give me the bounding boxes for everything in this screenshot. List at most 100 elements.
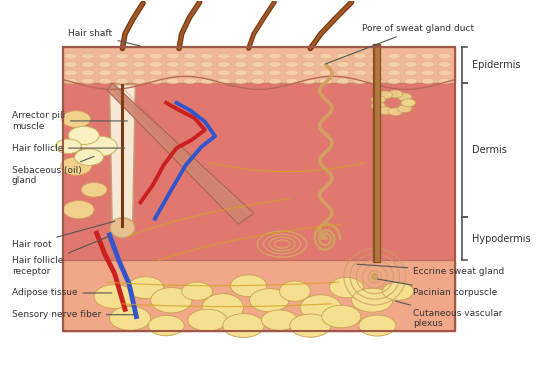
Ellipse shape xyxy=(302,53,315,59)
Ellipse shape xyxy=(150,70,163,76)
Ellipse shape xyxy=(223,314,264,338)
Ellipse shape xyxy=(132,78,145,84)
Ellipse shape xyxy=(110,306,151,330)
Ellipse shape xyxy=(151,288,192,313)
Ellipse shape xyxy=(438,53,451,59)
Ellipse shape xyxy=(387,53,400,59)
Ellipse shape xyxy=(166,70,179,76)
Ellipse shape xyxy=(76,133,102,149)
Ellipse shape xyxy=(397,105,412,113)
Ellipse shape xyxy=(64,70,77,76)
Ellipse shape xyxy=(82,53,94,59)
Ellipse shape xyxy=(319,70,332,76)
Ellipse shape xyxy=(132,70,145,76)
Ellipse shape xyxy=(302,78,315,84)
Ellipse shape xyxy=(290,314,331,337)
Ellipse shape xyxy=(336,70,349,76)
Text: Arrector pili
muscle: Arrector pili muscle xyxy=(12,111,127,131)
Ellipse shape xyxy=(166,78,179,84)
Ellipse shape xyxy=(200,78,213,84)
Ellipse shape xyxy=(62,111,91,127)
Ellipse shape xyxy=(378,91,392,99)
Ellipse shape xyxy=(370,70,383,76)
Ellipse shape xyxy=(166,53,179,59)
Ellipse shape xyxy=(64,78,77,84)
Ellipse shape xyxy=(231,275,267,297)
Text: Hypodermis: Hypodermis xyxy=(471,234,530,244)
Text: Adipose tissue: Adipose tissue xyxy=(12,288,112,297)
Ellipse shape xyxy=(359,315,396,336)
Polygon shape xyxy=(107,83,254,224)
Ellipse shape xyxy=(421,78,434,84)
Ellipse shape xyxy=(382,282,414,300)
Ellipse shape xyxy=(234,53,247,59)
Ellipse shape xyxy=(116,53,129,59)
Ellipse shape xyxy=(252,53,264,59)
Ellipse shape xyxy=(150,62,163,67)
Ellipse shape xyxy=(200,70,213,76)
Ellipse shape xyxy=(353,78,366,84)
Ellipse shape xyxy=(218,78,230,84)
Ellipse shape xyxy=(98,78,111,84)
Ellipse shape xyxy=(268,53,281,59)
Ellipse shape xyxy=(127,277,164,299)
Text: Dermis: Dermis xyxy=(471,145,507,155)
Ellipse shape xyxy=(218,62,230,67)
Ellipse shape xyxy=(268,78,281,84)
Ellipse shape xyxy=(319,78,332,84)
Ellipse shape xyxy=(261,310,298,330)
Ellipse shape xyxy=(438,62,451,67)
Ellipse shape xyxy=(401,99,415,107)
Ellipse shape xyxy=(150,78,163,84)
Ellipse shape xyxy=(81,136,117,157)
Ellipse shape xyxy=(336,53,349,59)
Ellipse shape xyxy=(336,78,349,84)
Text: Hair follicle
receptor: Hair follicle receptor xyxy=(12,236,110,276)
Ellipse shape xyxy=(404,70,417,76)
Ellipse shape xyxy=(184,78,197,84)
Ellipse shape xyxy=(82,70,94,76)
Text: Eccrine sweat gland: Eccrine sweat gland xyxy=(357,264,505,276)
Ellipse shape xyxy=(329,277,363,298)
Text: Hair shaft: Hair shaft xyxy=(69,30,140,46)
Ellipse shape xyxy=(98,53,111,59)
Ellipse shape xyxy=(64,62,77,67)
Ellipse shape xyxy=(75,149,103,165)
Ellipse shape xyxy=(421,62,434,67)
Text: Pore of sweat gland duct: Pore of sweat gland duct xyxy=(326,24,474,64)
Ellipse shape xyxy=(188,309,227,331)
Ellipse shape xyxy=(234,70,247,76)
Text: Cutaneous vascular
plexus: Cutaneous vascular plexus xyxy=(395,301,503,328)
Ellipse shape xyxy=(252,70,264,76)
Text: Hair root: Hair root xyxy=(12,221,114,249)
Ellipse shape xyxy=(353,62,366,67)
Ellipse shape xyxy=(98,70,111,76)
Ellipse shape xyxy=(353,53,366,59)
Ellipse shape xyxy=(421,53,434,59)
Text: Hair follicle: Hair follicle xyxy=(12,143,125,153)
Ellipse shape xyxy=(252,62,264,67)
Ellipse shape xyxy=(132,62,145,67)
Ellipse shape xyxy=(184,53,197,59)
Ellipse shape xyxy=(353,70,366,76)
Ellipse shape xyxy=(234,62,247,67)
Ellipse shape xyxy=(132,53,145,59)
Ellipse shape xyxy=(300,295,341,320)
Ellipse shape xyxy=(150,53,163,59)
Ellipse shape xyxy=(401,99,415,107)
Ellipse shape xyxy=(370,78,383,84)
Ellipse shape xyxy=(370,62,383,67)
Ellipse shape xyxy=(200,53,213,59)
Ellipse shape xyxy=(352,288,393,312)
Ellipse shape xyxy=(421,70,434,76)
Ellipse shape xyxy=(116,78,129,84)
Ellipse shape xyxy=(148,315,184,336)
Ellipse shape xyxy=(94,285,136,308)
Ellipse shape xyxy=(388,90,403,98)
Polygon shape xyxy=(63,260,455,331)
Ellipse shape xyxy=(56,139,81,154)
Ellipse shape xyxy=(397,93,412,101)
Ellipse shape xyxy=(63,201,94,219)
Text: Sensory nerve fiber: Sensory nerve fiber xyxy=(12,310,135,319)
Ellipse shape xyxy=(387,62,400,67)
